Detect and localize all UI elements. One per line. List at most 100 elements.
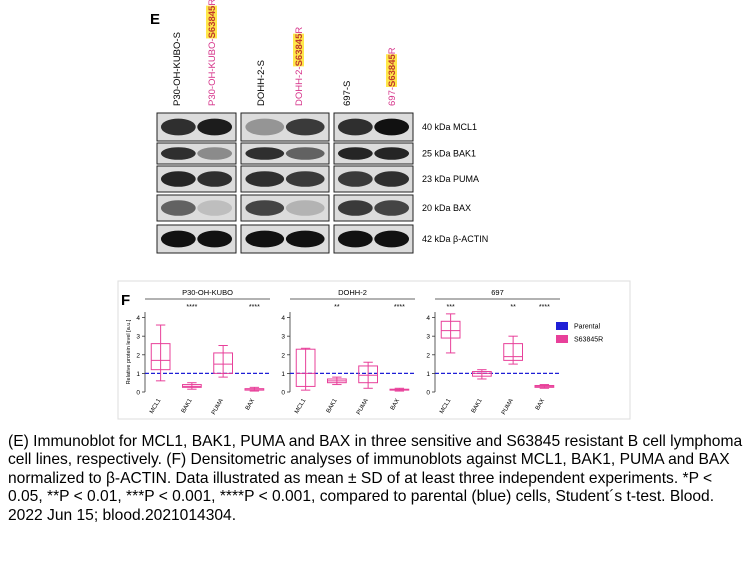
significance: **** [249,304,260,311]
blot-band [160,118,196,136]
lane-label: 697-S [342,81,353,106]
y-label-group: Relative protein level [a.u.] [126,319,132,384]
y-tick-label: 0 [426,390,430,397]
blot-band [374,147,410,160]
blot-band [285,118,325,136]
box [503,343,523,361]
y-tick-label: 3 [136,334,140,341]
blot-band [285,171,325,187]
lane-prefix: P30-OH-KUBO-S [172,32,183,106]
blot-band [245,147,285,160]
band-label: 25 kDa BAK1 [422,149,476,159]
box [150,343,171,371]
lane-label-text: P30-OH-KUBO-S [172,32,183,106]
lane-highlight: S63845 [387,54,398,87]
y-tick-label: 2 [426,352,430,359]
blot-band [285,147,325,160]
blot-band [245,200,285,216]
y-tick-label: 4 [136,315,140,322]
lane-prefix: P30-OH-KUBO- [207,38,218,106]
y-tick-label: 1 [426,371,430,378]
y-tick-label: 2 [281,352,285,359]
y-tick-label: 4 [426,315,430,322]
lane-label-text: 697-S [342,81,353,106]
significance: **** [394,304,405,311]
x-label-group: BAX [390,398,401,411]
blot-band [337,118,373,136]
lane-highlight: S63845 [207,5,218,38]
blot-band [374,118,410,136]
blot-band [197,147,233,160]
significance: **** [186,304,197,311]
y-tick-label: 1 [281,371,285,378]
blot-band [160,147,196,160]
x-label-group: BAX [245,398,256,411]
blot-band [245,230,285,248]
lane-label-text: P30-OH-KUBO-S63845R [207,0,218,106]
y-tick-label: 3 [281,334,285,341]
blot-band [285,200,325,216]
blot-band [337,230,373,248]
highlight-bg [206,5,217,39]
blot-band [337,147,373,160]
significance: ** [510,304,516,311]
y-tick-label: 4 [281,315,285,322]
lane-suffix: R [294,27,305,34]
x-tick-label: BAX [390,398,401,411]
blot-band [197,200,233,216]
blot-band [285,230,325,248]
blot-band [160,230,196,248]
chart-title: P30-OH-KUBO [182,288,233,297]
blot-band [245,118,285,136]
panel-f-frame [117,280,631,420]
highlight-bg [293,33,304,67]
band-label: 42 kDa β-ACTIN [422,234,488,244]
blot-band [374,200,410,216]
lane-highlight: S63845 [294,33,305,66]
y-tick-label: 1 [136,371,140,378]
significance: **** [539,304,550,311]
lane-prefix: DOHH-2- [294,66,305,106]
lane-label: DOHH-2-S [256,60,267,106]
lane-prefix: DOHH-2-S [256,60,267,106]
box [358,365,378,384]
highlight-bg [386,54,397,87]
chart-title: 697 [491,288,504,297]
legend-label: S63845R [574,337,603,344]
blot-band [197,118,233,136]
panel-label: E [150,11,160,28]
legend-label: Parental [574,324,601,331]
x-label-group: BAX [535,398,546,411]
box [295,348,316,387]
blot-band [337,171,373,187]
blot-band [197,230,233,248]
blot-band [374,230,410,248]
lane-label: P30-OH-KUBO-S63845R [206,0,218,106]
band-label: 20 kDa BAX [422,203,471,213]
panel-label: F [121,292,130,309]
y-tick-label: 3 [426,334,430,341]
figure-panels: E F P30-OH-KUBO-S P30-OH-KUBO-S63845RDOHH… [117,0,631,420]
x-tick-label: BAX [245,398,256,411]
lane-prefix: 697- [387,87,398,106]
lane-suffix: R [207,0,218,6]
box [440,320,461,339]
y-tick-label: 0 [281,390,285,397]
caption: (E) Immunoblot for MCL1, BAK1, PUMA and … [8,433,743,524]
significance: ** [334,304,340,311]
y-tick-label: 2 [136,352,140,359]
blot-band [245,171,285,187]
lane-label: 697-S63845R [386,47,398,106]
lane-label: P30-OH-KUBO-S [172,32,183,106]
lane-label-text: DOHH-2-S63845R [294,27,305,106]
blot-band [337,200,373,216]
legend-swatch [556,335,568,343]
blot-band [197,171,233,187]
significance: *** [447,304,455,311]
y-axis-label: Relative protein level [a.u.] [126,319,132,384]
lane-label: DOHH-2-S63845R [293,27,305,106]
blot-band [160,200,196,216]
chart-title: DOHH-2 [338,288,367,297]
box [213,352,233,374]
lane-label-text: 697-S63845R [387,47,398,106]
